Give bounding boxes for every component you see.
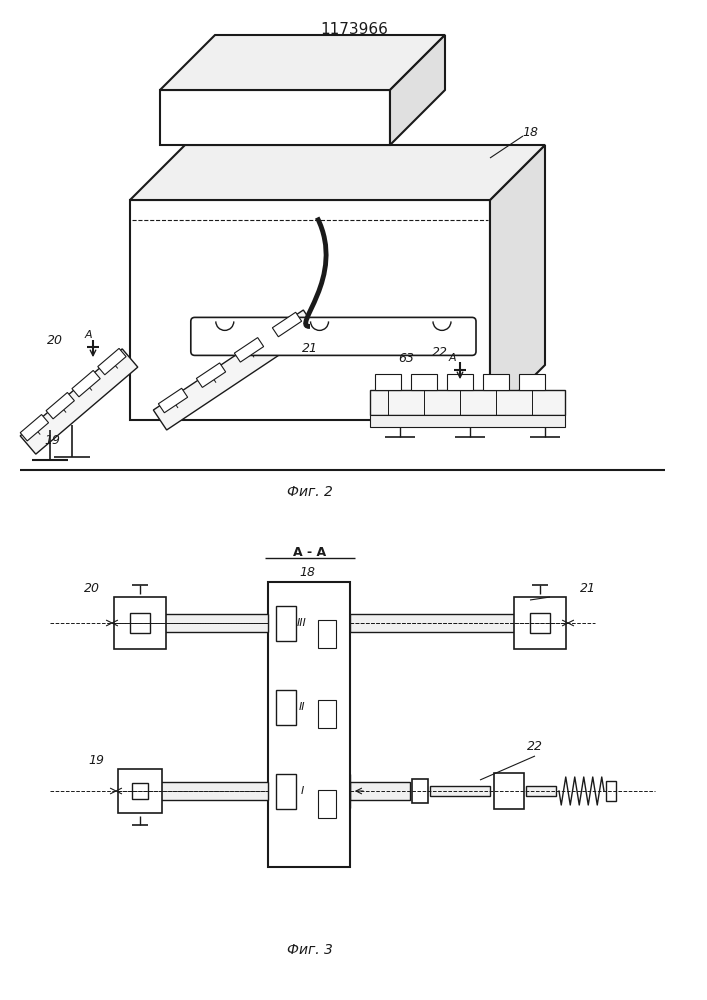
Bar <box>370 415 565 427</box>
Bar <box>483 374 509 390</box>
Bar <box>160 614 268 632</box>
Polygon shape <box>153 310 317 430</box>
Bar <box>132 783 148 799</box>
Bar <box>530 613 550 633</box>
Bar <box>412 779 428 803</box>
Polygon shape <box>197 363 226 387</box>
Polygon shape <box>130 145 545 200</box>
Polygon shape <box>21 415 49 441</box>
Polygon shape <box>158 388 187 413</box>
Polygon shape <box>130 200 490 420</box>
Polygon shape <box>46 392 74 419</box>
Polygon shape <box>72 370 100 397</box>
Text: II: II <box>299 702 305 712</box>
Bar <box>130 613 150 633</box>
Text: Фиг. 2: Фиг. 2 <box>287 485 333 499</box>
Text: 19: 19 <box>44 434 60 446</box>
Text: 20: 20 <box>47 334 63 347</box>
Bar <box>160 782 268 800</box>
Bar <box>276 774 296 809</box>
Bar <box>318 620 336 648</box>
Polygon shape <box>234 338 264 362</box>
Bar <box>268 582 350 867</box>
Text: I: I <box>300 786 303 796</box>
Text: 21: 21 <box>302 342 318 355</box>
Bar <box>526 786 556 796</box>
Bar <box>350 614 520 632</box>
Bar <box>276 690 296 725</box>
Polygon shape <box>160 90 390 145</box>
Bar <box>606 781 616 801</box>
Bar <box>447 374 473 390</box>
Text: 19: 19 <box>88 754 104 768</box>
Polygon shape <box>21 349 138 454</box>
Bar <box>514 597 566 649</box>
Bar <box>318 700 336 728</box>
Text: Фиг. 3: Фиг. 3 <box>287 943 333 957</box>
Bar <box>318 790 336 818</box>
Bar <box>276 606 296 641</box>
Bar <box>350 782 410 800</box>
Text: 22: 22 <box>527 740 543 754</box>
Polygon shape <box>272 312 302 337</box>
Polygon shape <box>98 348 126 375</box>
Bar <box>430 786 490 796</box>
Text: 18: 18 <box>522 125 538 138</box>
Bar <box>494 773 524 809</box>
Bar <box>519 374 545 390</box>
Text: III: III <box>297 618 307 628</box>
Text: 18: 18 <box>299 566 315 578</box>
Bar <box>118 769 162 813</box>
Bar <box>375 374 401 390</box>
FancyBboxPatch shape <box>191 317 476 355</box>
Text: 1173966: 1173966 <box>320 22 388 37</box>
Text: 21: 21 <box>580 582 596 594</box>
Bar <box>411 374 437 390</box>
Bar <box>370 390 565 415</box>
Text: 20: 20 <box>84 582 100 594</box>
Polygon shape <box>390 35 445 145</box>
Polygon shape <box>490 145 545 420</box>
Polygon shape <box>160 35 445 90</box>
Text: 22: 22 <box>432 346 448 359</box>
Text: 63: 63 <box>398 352 414 364</box>
Text: A: A <box>84 330 92 340</box>
Bar <box>114 597 166 649</box>
Text: A - A: A - A <box>293 546 327 558</box>
Text: A: A <box>448 353 456 363</box>
